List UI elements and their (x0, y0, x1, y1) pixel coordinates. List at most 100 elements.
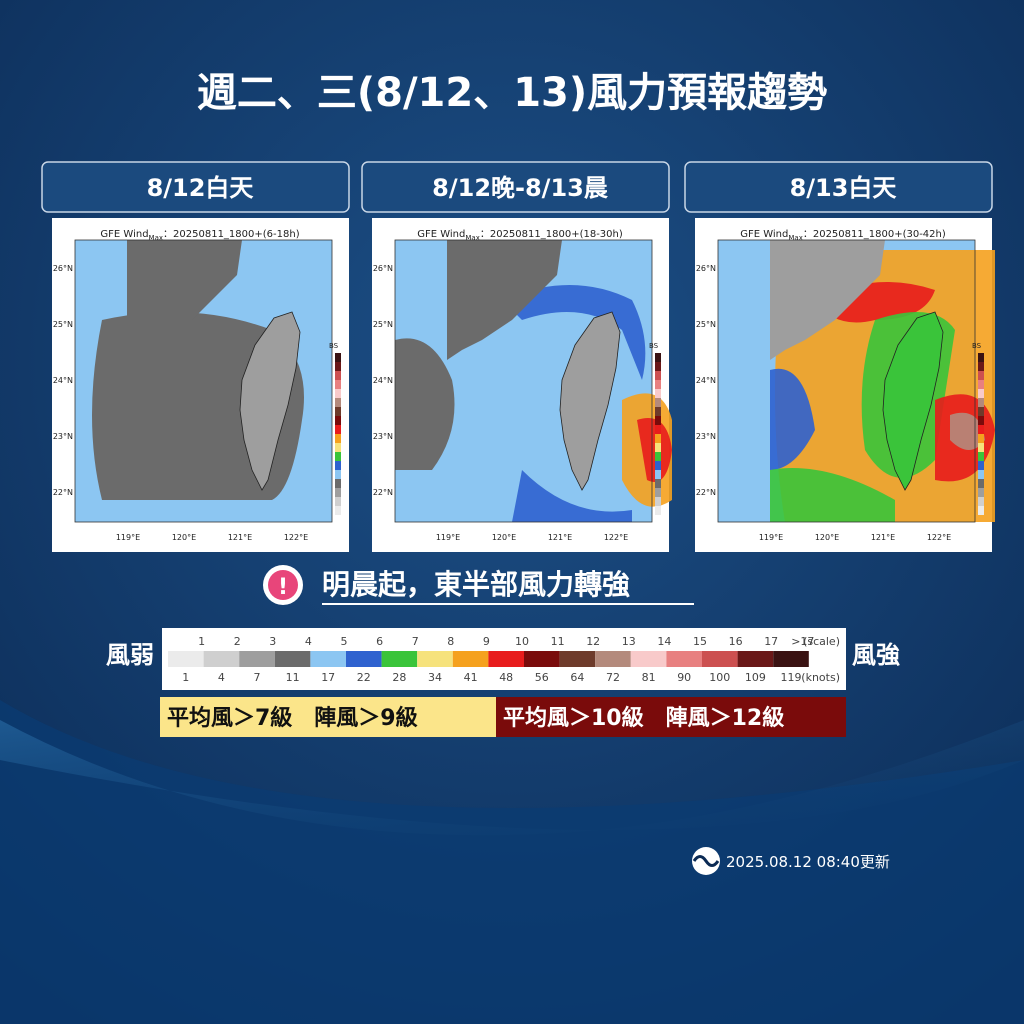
map-title-run: ：20250811_1800+(18-30h) (480, 229, 623, 240)
legend-knots: 81 (642, 671, 656, 684)
legend-knots-unit: (knots) (801, 671, 840, 684)
wind-area (770, 368, 815, 470)
colorbar-cell (655, 398, 661, 407)
legend-cell (274, 651, 311, 667)
legend-knots: 100 (709, 671, 730, 684)
taiwan (239, 311, 301, 491)
lon-label: 120°E (172, 533, 196, 542)
map-title-main: GFE Wind (100, 229, 148, 240)
map-title: GFE WindMax：20250811_1800+(18-30h) (417, 229, 623, 242)
legend-scale: 14 (657, 635, 671, 648)
colorbar-cell (335, 479, 341, 488)
map-panel: 8/12白天 GFE WindMax：20250811_1800+(6-18h) 2… (41, 161, 350, 552)
lat-label: 26°N (53, 264, 73, 273)
legend-knots: 119 (781, 671, 802, 684)
lon-label: 121°E (228, 533, 252, 542)
map-title-run: ：20250811_1800+(30-42h) (803, 229, 946, 240)
colorbar-cell (335, 452, 341, 461)
legend-scale: 2 (234, 635, 241, 648)
colorbar-cell (335, 443, 341, 452)
legend-scale: 5 (341, 635, 348, 648)
lat-label: 25°N (373, 320, 393, 329)
legend-scale: 12 (586, 635, 600, 648)
colorbar-label: BS (649, 342, 659, 350)
colorbar-cell (978, 398, 984, 407)
colorbar-cell (978, 497, 984, 506)
legend-scale: >17 (791, 635, 814, 648)
colorbar-cell (655, 488, 661, 497)
lon-label: 120°E (815, 533, 839, 542)
legend-cell (737, 651, 774, 667)
colorbar-cell (978, 425, 984, 434)
legend-scale: 1 (198, 635, 205, 648)
map-plot (717, 239, 995, 523)
lat-label: 23°N (53, 432, 73, 441)
colorbar-cell (655, 416, 661, 425)
colorbar-label: BS (972, 342, 982, 350)
colorbar-cell (335, 425, 341, 434)
colorbar-cell (655, 506, 661, 515)
map-title-sub: Max (149, 234, 163, 242)
wind-area (502, 285, 646, 380)
colorbar-cell (335, 506, 341, 515)
legend-knots: 17 (321, 671, 335, 684)
colorbar-cell (335, 362, 341, 371)
alert-icon-text: ! (278, 575, 288, 600)
legend-cell (452, 651, 489, 667)
colorbar-cell (335, 470, 341, 479)
legend-cell (595, 651, 631, 667)
lon-label: 121°E (548, 533, 572, 542)
colorbar-cell (978, 362, 984, 371)
colorbar-cell (335, 389, 341, 398)
colorbar-cell (655, 380, 661, 389)
legend-cell (346, 651, 382, 667)
lon-label: 120°E (492, 533, 516, 542)
wind-area (770, 468, 895, 522)
map-panel: 8/12晚-8/13晨 GFE WindMax：20250811_1800+(18… (361, 161, 672, 552)
legend-knots: 48 (499, 671, 513, 684)
legend-knots: 7 (254, 671, 261, 684)
legend-cell (417, 651, 453, 667)
colorbar-cell (978, 506, 984, 515)
lat-label: 25°N (696, 320, 716, 329)
colorbar-cell (655, 470, 661, 479)
legend-knots: 72 (606, 671, 620, 684)
legend-cell (310, 651, 346, 667)
colorbar-cell (978, 488, 984, 497)
map-title-sub: Max (788, 234, 802, 242)
colorbar-cell (978, 407, 984, 416)
panel-label-box (361, 161, 670, 213)
lat-label: 23°N (373, 432, 393, 441)
colorbar-cell (655, 362, 661, 371)
plot-border (717, 239, 976, 523)
legend-knots: 22 (357, 671, 371, 684)
panel-label: 8/12白天 (147, 174, 254, 202)
china-coast (127, 240, 242, 360)
lat-label: 25°N (53, 320, 73, 329)
footer-updated: 2025.08.12 08:40更新 (726, 853, 890, 871)
legend-scale: 6 (376, 635, 383, 648)
lat-label: 24°N (53, 376, 73, 385)
colorbar-cell (655, 353, 661, 362)
wind-area (512, 470, 632, 522)
legend-knots: 90 (677, 671, 691, 684)
lat-label: 26°N (373, 264, 393, 273)
lat-label: 22°N (53, 488, 73, 497)
note-text: 平均風＞10級 陣風＞12級 (503, 705, 784, 731)
legend-knots: 34 (428, 671, 442, 684)
legend-scale: 4 (305, 635, 312, 648)
legend-right: 風強 (852, 641, 900, 669)
legend-cell (168, 651, 204, 667)
wind-area (637, 418, 672, 482)
legend-scale: 7 (412, 635, 419, 648)
colorbar-cell (978, 416, 984, 425)
lat-label: 26°N (696, 264, 716, 273)
map-plot (394, 239, 672, 523)
lon-label: 119°E (759, 533, 783, 542)
panel-label-box (684, 161, 993, 213)
china-coast (447, 240, 562, 360)
colorbar-cell (978, 380, 984, 389)
legend-cell (381, 651, 418, 667)
map-title-sub: Max (465, 234, 479, 242)
